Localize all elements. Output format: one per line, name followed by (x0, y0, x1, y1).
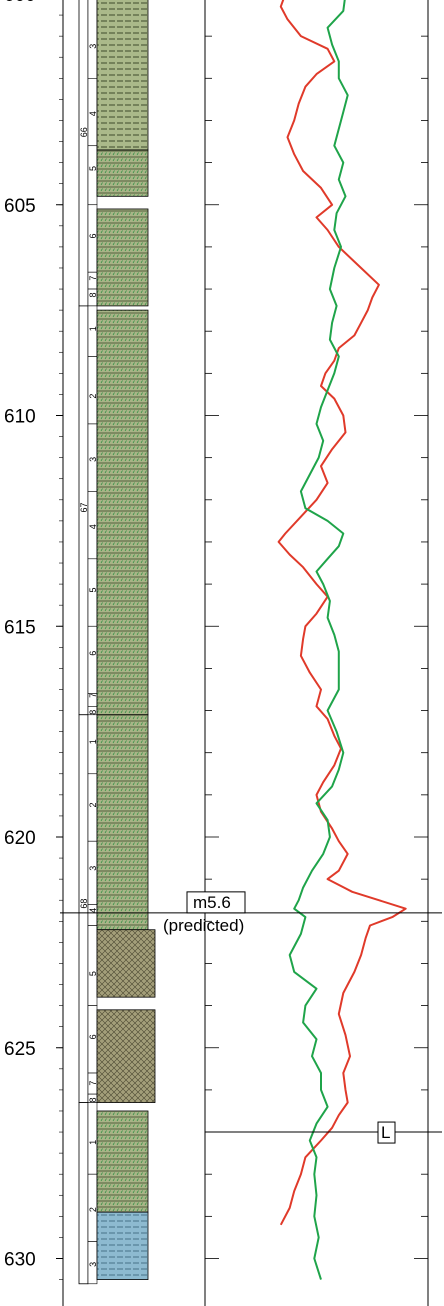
section-interval (87, 625, 98, 694)
section-label: 1 (88, 1140, 98, 1145)
section-label: 5 (88, 588, 98, 593)
section-label: 1 (88, 326, 98, 331)
lithology-unit (96, 1009, 156, 1103)
lithology-column (96, 0, 156, 1280)
depth-label-620: 620 (4, 828, 36, 849)
section-label: 5 (88, 971, 98, 976)
section-interval (87, 145, 98, 206)
log-panel-ticks (205, 35, 428, 1259)
section-label: 8 (88, 292, 98, 297)
section-interval (87, 925, 98, 1006)
depth-label-605: 605 (4, 196, 36, 217)
depth-label-625: 625 (4, 1039, 36, 1060)
horizon-sublabel-predicted: (predicted) (163, 916, 244, 935)
depth-label-630: 630 (4, 1250, 36, 1271)
lithology-unit (96, 929, 156, 998)
log-curve-1 (288, 0, 349, 1280)
lithology-unit (96, 0, 149, 151)
depth-label-600: 600 (4, 0, 36, 6)
horizon-label-l: L (381, 1123, 390, 1142)
section-label: 2 (88, 394, 98, 399)
section-interval (87, 904, 98, 926)
section-label: 8 (88, 1098, 98, 1103)
core-columns: 66 67 68 (78, 0, 89, 1285)
section-label: 4 (88, 908, 98, 913)
section-label: 7 (88, 1081, 98, 1086)
section-interval (87, 840, 98, 905)
section-label: 1 (88, 739, 98, 744)
core-interval (78, 0, 89, 307)
horizon-label-m5-6: m5.6 (193, 893, 231, 912)
section-label: 4 (88, 111, 98, 116)
section-label: 6 (88, 1034, 98, 1039)
lithology-unit (96, 309, 149, 716)
depth-axis: 600 605 610 615 620 625 630 (4, 0, 64, 1306)
core-interval (78, 1102, 89, 1285)
lithology-unit (96, 1110, 149, 1213)
section-interval (87, 0, 98, 79)
lithology-unit (96, 149, 149, 197)
section-label: 3 (88, 866, 98, 871)
log-curves (277, 0, 407, 1280)
log-panel (204, 0, 429, 1306)
section-interval (87, 1102, 98, 1175)
core-label: 66 (79, 127, 89, 137)
section-label: 8 (88, 710, 98, 715)
section-label: 7 (88, 276, 98, 281)
lithology-unit (96, 208, 149, 307)
section-label: 3 (88, 44, 98, 49)
core-label: 68 (79, 899, 89, 909)
section-label: 6 (88, 233, 98, 238)
core-label: 67 (79, 502, 89, 512)
section-label: 4 (88, 524, 98, 529)
section-columns: 3 4 5 6 7 8 1 2 3 4 5 6 7 8 1 2 3 4 5 6 7 8 1 2 3 (87, 0, 98, 1285)
horizon-markers: m5.6 (predicted) L (60, 891, 442, 1144)
section-label: 6 (88, 651, 98, 656)
horizon-label-box-m5-6 (186, 891, 246, 914)
section-interval (87, 356, 98, 425)
section-label: 2 (88, 1207, 98, 1212)
depth-label-610: 610 (4, 407, 36, 428)
section-label: 3 (88, 1262, 98, 1267)
horizon-label-box-l (377, 1121, 396, 1144)
section-label: 5 (88, 166, 98, 171)
section-label: 2 (88, 802, 98, 807)
section-label: 3 (88, 457, 98, 462)
depth-label-615: 615 (4, 617, 36, 638)
lithology-unit (96, 714, 149, 931)
section-label: 7 (88, 693, 98, 698)
lithology-unit (96, 1211, 149, 1280)
log-curve-0 (277, 0, 407, 1226)
